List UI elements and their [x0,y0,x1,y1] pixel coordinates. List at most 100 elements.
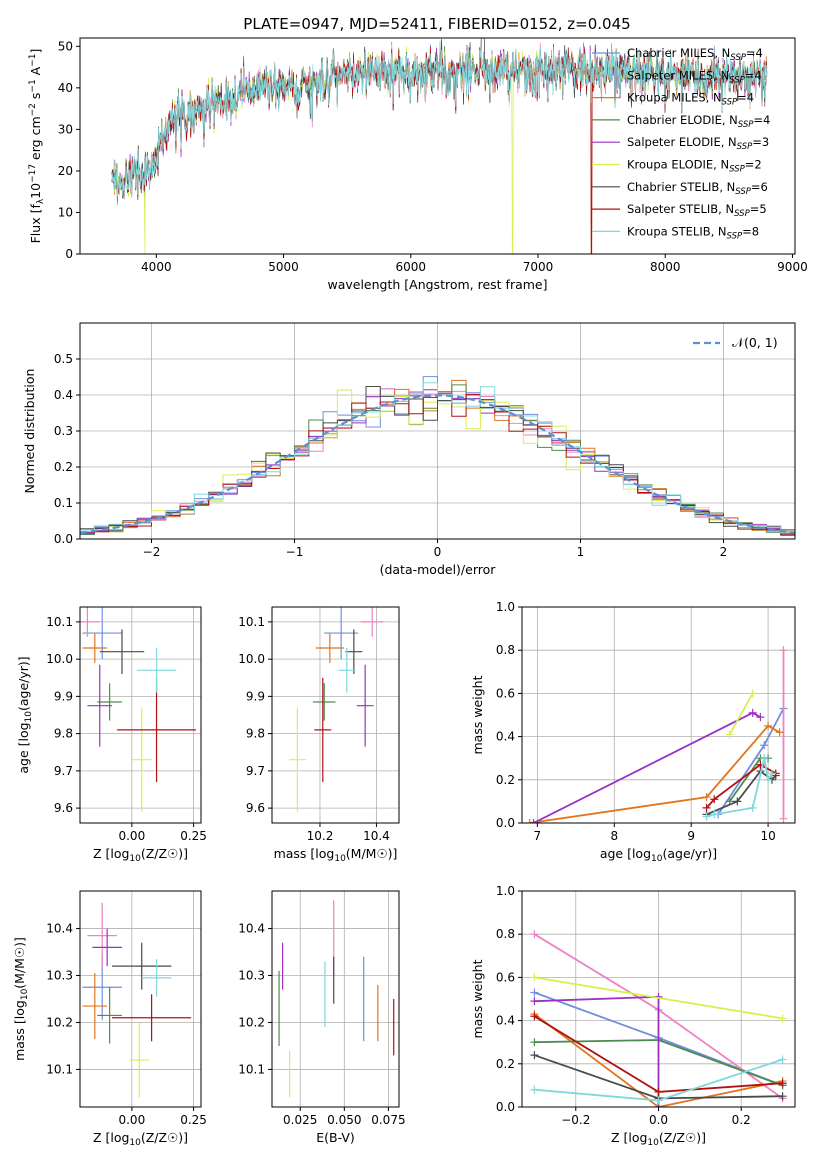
x-tick-label: 1 [577,545,585,559]
errorbar-chabrier-stelib [99,629,145,675]
weight-marker-chabrier-miles [530,988,539,997]
y-tick-label: 0.2 [54,460,73,474]
y-tick-label: 0.6 [496,686,515,700]
gaussian-curve [80,394,795,534]
x-tick-label: 0.00 [118,829,145,843]
y-tick-label: 30 [58,122,73,136]
weight-marker-kroupa-miles [525,819,534,823]
metallicity-mass-panel: 0.00 0.25 10.1 10.2 10.3 10.4 Z [log10​(Z/Z☉)]… [12,890,207,1148]
errorbar-salpeter-elodie [87,664,113,747]
weight-marker-salpeter-miles [779,814,788,823]
weight-marker-chabrier-stelib [778,1092,787,1101]
histogram-kroupa-stelib [80,382,795,534]
errorbar-salpeter-elodie [92,928,122,967]
y-tick-label: 1.0 [496,600,515,614]
x-tick-label: 8 [610,829,618,843]
weight-marker-kroupa-miles [702,793,711,802]
legend-label-chabrier-miles: Chabrier MILES, NSSP=4 [627,46,763,63]
errorbar-kroupa-miles [82,633,108,663]
y-axis-label: Flux [fλ​10−17​ erg cm−2​ s−1​ A−1​] [28,49,46,244]
histogram-chabrier-stelib [80,386,795,536]
y-tick-label: 1.0 [496,884,515,898]
y-tick-label: 10.2 [238,1015,265,1029]
x-tick-label: 0.025 [283,1113,317,1127]
weight-marker-kroupa-miles [764,721,773,730]
axes-frame [79,890,202,1108]
x-axis-label: Z [log10​(Z/Z☉)] [611,1130,706,1148]
y-tick-label: 0.6 [496,970,515,984]
x-tick-label: 4000 [141,260,172,274]
weight-line-kroupa-elodie [728,692,754,735]
plot-area [80,376,795,536]
plot-area [530,930,787,1107]
y-tick-label: 10.1 [46,1062,73,1076]
errorbar-chabrier-stelib [345,629,363,675]
y-tick-label: 0.2 [496,773,515,787]
legend-label-salpeter-stelib: Salpeter STELIB, NSSP=5 [627,202,767,219]
y-axis-label: mass weight [470,959,485,1038]
errorbar-salpeter-elodie [356,664,374,747]
y-tick-label: 9.9 [246,689,265,703]
axes-frame [79,37,796,255]
x-tick-label: 0.0 [649,1113,668,1127]
plot-area [111,38,768,254]
y-tick-label: 9.7 [246,764,265,778]
y-tick-label: 0.4 [496,730,515,744]
y-tick-label: 10.1 [238,1062,265,1076]
plot-area [82,902,192,1098]
plot-area [80,607,197,812]
legend-label-chabrier-stelib: Chabrier STELIB, NSSP=6 [627,180,768,197]
weight-marker-kroupa-stelib [702,812,711,821]
x-tick-label: 0.00 [118,1113,145,1127]
y-tick-label: 10.1 [238,615,265,629]
spectrum-legend: Chabrier MILES, NSSP=4 Salpeter MILES, NS… [592,46,770,241]
y-tick-label: 9.9 [54,689,73,703]
legend-label-salpeter-elodie: Salpeter ELODIE, NSSP=3 [627,135,769,152]
weight-marker-salpeter-stelib [654,1087,663,1096]
mass-age-panel: 10.2 10.4 9.6 9.7 9.8 9.9 10.0 10.1 mass [log10​… [238,606,400,864]
weight-marker-salpeter-elodie [529,819,538,823]
weight-marker-kroupa-stelib [530,1085,539,1094]
x-axis-label: (data-model)/error [380,562,497,577]
plot-area [525,646,788,823]
spectrum-line-kroupa-stelib [111,40,768,199]
x-tick-label: 2 [720,545,728,559]
y-tick-label: 10.3 [238,969,265,983]
weight-marker-salpeter-miles [779,646,788,655]
y-tick-label: 9.7 [54,764,73,778]
weight-marker-salpeter-elodie [748,708,757,717]
y-tick-label: 10.3 [46,969,73,983]
errorbar-chabrier-stelib [112,942,172,990]
errorbar-kroupa-stelib [136,647,177,693]
y-tick-label: 0 [65,247,73,261]
y-tick-label: 0.4 [54,388,73,402]
y-tick-label: 0.4 [496,1014,515,1028]
y-tick-label: 9.8 [54,727,73,741]
y-tick-label: 0.0 [496,1100,515,1114]
weight-marker-kroupa-elodie [725,730,734,739]
y-tick-label: 10.0 [46,652,73,666]
errorbar-salpeter-miles [87,902,118,969]
x-axis-label: age [log10​(age/yr)] [600,846,717,864]
errorbar-chabrier-elodie [312,683,336,721]
x-tick-label: 0.25 [180,1113,207,1127]
errorbar-kroupa-miles [82,973,108,1039]
legend-label-kroupa-elodie: Kroupa ELODIE, NSSP=2 [627,158,762,175]
weight-marker-kroupa-elodie [530,973,539,982]
errorbar-kroupa-stelib [141,959,172,997]
y-tick-label: 0.0 [54,532,73,546]
errorbar-kroupa-stelib [338,647,356,693]
x-tick-label: 0 [434,545,442,559]
x-tick-label: 10 [760,829,775,843]
legend-label-salpeter-miles: Salpeter MILES, NSSP=4 [627,68,762,85]
x-tick-label: −2 [143,545,161,559]
legend-label-kroupa-miles: Kroupa MILES, NSSP=4 [627,91,754,108]
age-weight-panel: 7 8 9 10 0.0 0.2 0.4 0.6 0.8 1.0 age [log10​(age/y… [470,600,796,864]
errorbar-salpeter-stelib [112,994,192,1042]
x-axis-label: Z [log10​(Z/Z☉)] [93,1130,188,1148]
y-tick-label: 20 [58,164,73,178]
axes-frame [271,890,400,1108]
weight-marker-kroupa-elodie [778,1014,787,1023]
x-tick-label: −1 [286,545,304,559]
x-tick-label: 10.2 [307,829,334,843]
